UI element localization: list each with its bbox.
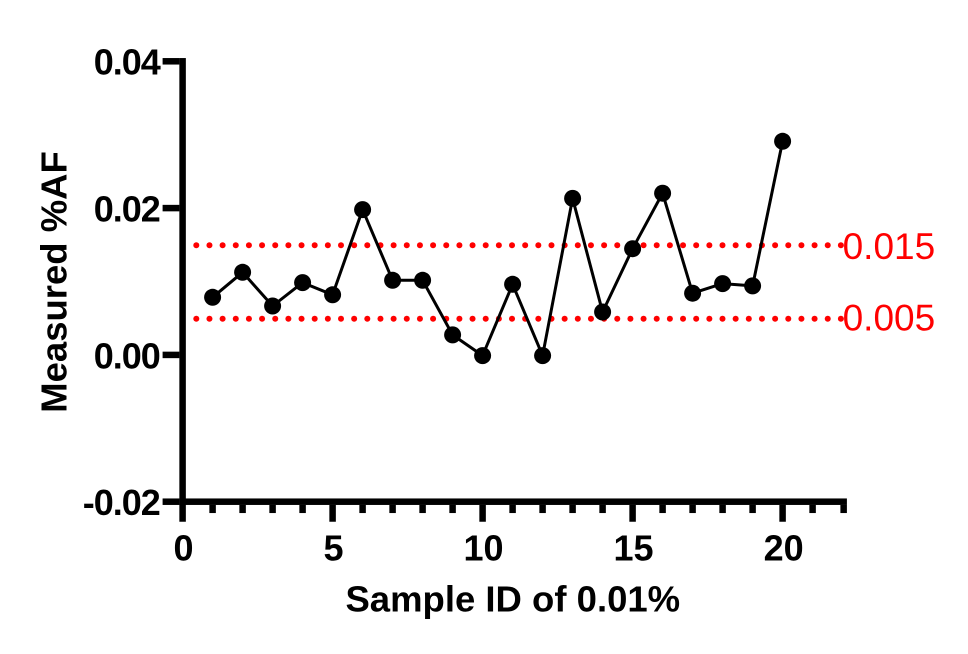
svg-text:0.02: 0.02 xyxy=(94,189,160,230)
svg-text:0: 0 xyxy=(173,528,193,569)
svg-text:10: 10 xyxy=(463,528,503,569)
svg-text:5: 5 xyxy=(323,528,343,569)
svg-text:0.00: 0.00 xyxy=(94,335,160,376)
svg-text:0.015: 0.015 xyxy=(843,226,936,267)
svg-text:0.04: 0.04 xyxy=(94,42,161,83)
svg-text:-0.02: -0.02 xyxy=(83,482,160,523)
svg-text:Measured %AF: Measured %AF xyxy=(33,151,74,413)
svg-text:20: 20 xyxy=(764,528,804,569)
svg-text:0.005: 0.005 xyxy=(843,297,936,338)
svg-text:15: 15 xyxy=(613,528,653,569)
svg-text:Sample ID of 0.01%: Sample ID of 0.01% xyxy=(345,578,680,619)
